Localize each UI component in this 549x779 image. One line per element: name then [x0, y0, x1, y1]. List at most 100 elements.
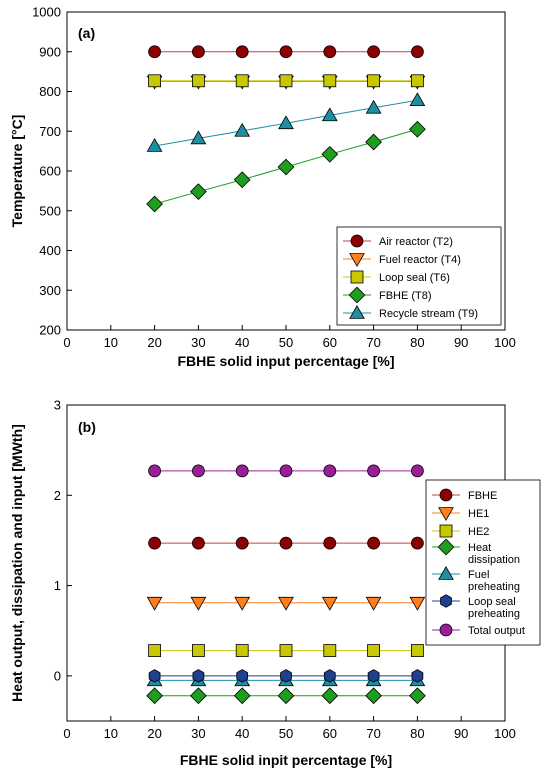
- legend-label: FBHE (T8): [379, 290, 432, 302]
- legend-marker: [350, 234, 364, 248]
- legend-label: Fuel reactor (T4): [379, 254, 461, 266]
- data-point: [235, 536, 249, 550]
- data-point: [148, 464, 162, 478]
- data-point: [323, 464, 337, 478]
- x-tick-label: 100: [494, 335, 516, 350]
- data-point: [278, 596, 294, 611]
- legend-label: Total output: [468, 625, 525, 637]
- data-point: [321, 687, 339, 705]
- legend-label: HE1: [468, 508, 489, 520]
- ticks-b: 0 10 20 30 40 50 60 70 80 90 100 0 1 2 3: [54, 398, 516, 742]
- y-tick-label: 400: [39, 243, 61, 258]
- data-point: [235, 74, 249, 88]
- data-point: [323, 74, 337, 88]
- x-tick-label: 40: [235, 335, 249, 350]
- data-point: [323, 644, 337, 657]
- legend-item: Total output: [432, 623, 525, 637]
- series-a: [146, 45, 426, 213]
- legend-a: Air reactor (T2) Fuel reactor (T4) Loop se…: [336, 226, 502, 326]
- series-loop-seal-t6: [148, 74, 424, 88]
- data-point: [277, 687, 295, 705]
- legend-b: FBHEHE1HE2HeatdissipationFuelpreheatingL…: [425, 479, 541, 646]
- data-point: [410, 536, 424, 550]
- data-point: [277, 158, 295, 176]
- data-point: [323, 536, 337, 550]
- series-he2: [148, 644, 424, 657]
- legend-label: Recycle stream (T9): [379, 308, 478, 320]
- x-tick-label: 30: [191, 335, 205, 350]
- panel-label-a: (a): [78, 25, 95, 41]
- data-point: [279, 644, 293, 657]
- x-tick-label: 80: [410, 726, 424, 741]
- legend-item: HE2: [432, 524, 489, 538]
- x-tick-label: 0: [63, 335, 70, 350]
- data-point: [367, 669, 380, 683]
- x-tick-label: 80: [410, 335, 424, 350]
- data-point: [234, 596, 251, 611]
- data-point: [190, 183, 207, 201]
- data-point: [410, 45, 424, 59]
- data-point: [191, 45, 205, 59]
- x-tick-label: 30: [191, 726, 205, 741]
- legend-label: preheating: [468, 608, 520, 620]
- y-tick-label: 1: [54, 578, 61, 593]
- data-point: [410, 74, 424, 88]
- data-point: [365, 687, 382, 705]
- series-recycle-stream-t9: [146, 92, 426, 152]
- x-tick-label: 90: [454, 335, 468, 350]
- data-point: [236, 669, 249, 683]
- data-point: [191, 74, 205, 88]
- data-point: [148, 74, 162, 88]
- y-tick-label: 300: [39, 283, 61, 298]
- ticks-a: 0 10 20 30 40 50 60 70 80 90 100 200 300 400 500 600 700…: [32, 5, 516, 351]
- data-point: [279, 45, 293, 59]
- legend-marker: [438, 507, 454, 522]
- data-point: [146, 687, 163, 705]
- data-point: [367, 464, 381, 478]
- data-point: [367, 45, 381, 59]
- y-tick-label: 1000: [32, 5, 61, 20]
- x-axis-label-a: FBHE solid input percentage [%]: [177, 353, 394, 369]
- y-tick-label: 700: [39, 124, 61, 139]
- data-point: [321, 596, 338, 611]
- data-point: [148, 669, 161, 683]
- x-tick-label: 60: [323, 335, 337, 350]
- series-fbhe: [148, 536, 424, 550]
- data-point: [148, 536, 162, 550]
- x-tick-label: 10: [104, 335, 118, 350]
- y-axis-label-a: Temperature [°C]: [9, 115, 25, 228]
- legend-label: Loop seal (T6): [379, 272, 450, 284]
- data-point: [280, 669, 292, 683]
- data-point: [410, 464, 424, 478]
- data-point: [191, 536, 205, 550]
- data-point: [279, 464, 293, 478]
- data-point: [409, 92, 426, 107]
- series-air-reactor-t2: [148, 45, 424, 59]
- x-axis-label-b: FBHE solid inpit percentage [%]: [180, 752, 392, 768]
- chart-panel-b: (b) FBHE solid inpit percentage [%] Heat…: [9, 398, 541, 768]
- x-tick-label: 60: [323, 726, 337, 741]
- data-point: [233, 171, 251, 189]
- data-point: [367, 536, 381, 550]
- data-point: [146, 596, 163, 611]
- legend-label: Loop seal: [468, 596, 516, 608]
- y-tick-label: 600: [39, 164, 61, 179]
- data-point: [410, 644, 424, 657]
- data-point: [279, 536, 293, 550]
- legend-marker: [438, 565, 454, 580]
- legend-marker: [439, 623, 453, 637]
- legend-marker: [440, 594, 452, 608]
- data-point: [146, 137, 163, 152]
- data-point: [148, 644, 162, 657]
- data-point: [365, 596, 382, 611]
- legend-item: HE1: [432, 507, 489, 522]
- data-point: [191, 464, 205, 478]
- series-fbhe-t8: [146, 120, 426, 213]
- legend-marker: [350, 270, 364, 284]
- data-point: [323, 669, 336, 683]
- data-point: [367, 74, 381, 88]
- data-point: [235, 464, 249, 478]
- data-point: [191, 644, 205, 657]
